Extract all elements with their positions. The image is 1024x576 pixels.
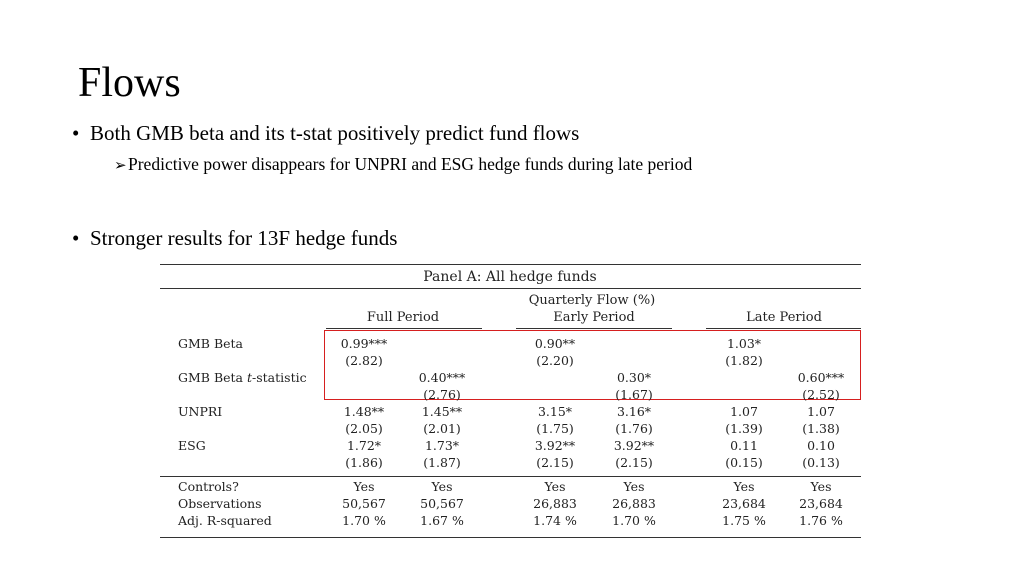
row-label: UNPRI [178,404,223,419]
row-label-prefix: GMB Beta [178,370,247,385]
bullet-2: • Stronger results for 13F hedge funds [72,228,397,249]
group-underline-full [326,328,482,329]
footer-cell: 1.74 % [533,513,577,528]
coefficient-cell: 3.92** [534,438,576,453]
row-label: GMB Beta t-statistic [178,370,307,385]
coefficient-cell: 0.60*** [797,370,845,385]
tstat-cell: (1.38) [802,421,840,436]
tstat-cell: (2.76) [423,387,461,402]
panel-rule [160,288,861,289]
coefficient-cell: 0.40*** [418,370,466,385]
footer-cell: 1.70 % [612,513,656,528]
highlight-box [324,330,861,400]
tstat-cell: (1.87) [423,455,461,470]
footer-cell: 1.70 % [342,513,386,528]
coefficient-cell: 1.45** [421,404,463,419]
coefficient-cell: 1.72* [346,438,382,453]
bullet-dot-icon: • [72,226,80,250]
coefficient-cell: 3.16* [616,404,652,419]
group-underline-early [516,328,672,329]
coefficient-cell: 0.99*** [340,336,388,351]
tstat-cell: (1.39) [725,421,763,436]
tstat-cell: (2.15) [615,455,653,470]
footer-cell: 1.67 % [420,513,464,528]
group-header-full: Full Period [366,310,440,325]
tstat-cell: (2.82) [345,353,383,368]
footer-cell: 26,883 [533,496,577,511]
bullet-1-text: Both GMB beta and its t-stat positively … [90,121,580,145]
panel-title: Panel A: All hedge funds [423,269,597,285]
footer-cell: Yes [623,479,645,494]
row-label: ESG [178,438,206,453]
footer-cell: 26,883 [612,496,656,511]
footer-cell: 1.75 % [722,513,766,528]
coefficient-cell: 0.30* [616,370,652,385]
footer-cell: 50,567 [342,496,386,511]
footer-cell: 23,684 [799,496,843,511]
coefficient-cell: 3.15* [537,404,573,419]
bullet-1: • Both GMB beta and its t-stat positively… [72,123,579,144]
coefficient-cell: 1.48** [343,404,385,419]
footer-cell: Yes [544,479,566,494]
footer-label: Controls? [178,479,239,494]
footer-cell: Yes [733,479,755,494]
footer-cell: 50,567 [420,496,464,511]
group-underline-late [706,328,861,329]
footer-rule [160,476,861,477]
footer-cell: 23,684 [722,496,766,511]
dependent-variable: Quarterly Flow (%) [528,293,656,308]
footer-label: Adj. R-squared [178,513,272,528]
sub-bullet-1-text: Predictive power disappears for UNPRI an… [128,154,693,174]
tstat-cell: (1.86) [345,455,383,470]
footer-cell: Yes [810,479,832,494]
table-top-rule [160,264,861,265]
group-header-early: Early Period [553,310,635,325]
coefficient-cell: 1.07 [730,404,758,419]
coefficient-cell: 1.07 [807,404,835,419]
table-bottom-rule [160,537,861,538]
coefficient-cell: 1.03* [726,336,762,351]
tstat-cell: (2.20) [536,353,574,368]
coefficient-cell: 3.92** [613,438,655,453]
bullet-2-text: Stronger results for 13F hedge funds [90,226,398,250]
tstat-cell: (2.01) [423,421,461,436]
group-header-late: Late Period [746,310,822,325]
footer-cell: Yes [353,479,375,494]
row-label-suffix: -statistic [252,370,307,385]
tstat-cell: (0.15) [725,455,763,470]
coefficient-cell: 0.10 [807,438,835,453]
row-label: GMB Beta [178,336,244,351]
coefficient-cell: 1.73* [424,438,460,453]
tstat-cell: (2.52) [802,387,840,402]
bullet-dot-icon: • [72,121,80,145]
tstat-cell: (0.13) [802,455,840,470]
coefficient-cell: 0.90** [534,336,576,351]
tstat-cell: (1.67) [615,387,653,402]
footer-cell: Yes [431,479,453,494]
tstat-cell: (1.76) [615,421,653,436]
footer-cell: 1.76 % [799,513,843,528]
footer-label: Observations [178,496,262,511]
slide-title: Flows [78,60,181,106]
regression-table: Panel A: All hedge funds Quarterly Flow … [160,264,861,538]
tstat-cell: (2.15) [536,455,574,470]
arrow-bullet-icon: ➢ [114,158,127,174]
tstat-cell: (1.82) [725,353,763,368]
tstat-cell: (1.75) [536,421,574,436]
row-label-italic: t [246,370,253,385]
coefficient-cell: 0.11 [730,438,758,453]
sub-bullet-1: ➢Predictive power disappears for UNPRI a… [114,154,693,174]
tstat-cell: (2.05) [345,421,383,436]
